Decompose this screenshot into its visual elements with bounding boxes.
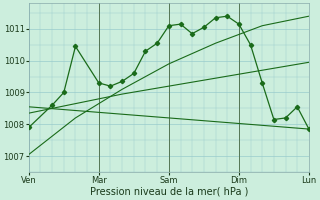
- X-axis label: Pression niveau de la mer( hPa ): Pression niveau de la mer( hPa ): [90, 187, 248, 197]
